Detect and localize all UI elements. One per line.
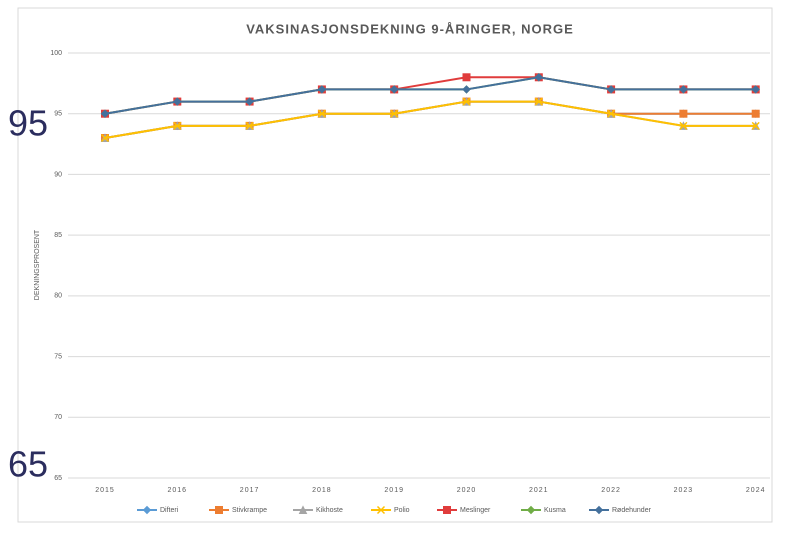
x-tick-label: 2017: [240, 487, 260, 494]
marker: [679, 109, 688, 118]
x-tick-label: 2022: [601, 487, 621, 494]
legend-label: Kikhoste: [316, 507, 343, 514]
legend-marker: [142, 505, 152, 515]
legend-item: Meslinger: [437, 506, 491, 514]
y-axis-label: DEKNINGSPROSENT: [34, 229, 41, 300]
marker: [245, 97, 254, 106]
y-tick-label: 100: [50, 50, 62, 57]
legend-marker: [526, 505, 536, 515]
marker: [462, 73, 471, 82]
marker: [317, 85, 327, 94]
marker: [173, 97, 182, 106]
legend-marker: [443, 506, 451, 514]
marker: [679, 121, 688, 130]
marker: [679, 85, 688, 94]
legend-label: Rødehunder: [612, 507, 652, 514]
marker: [534, 97, 543, 106]
x-tick-label: 2023: [674, 487, 694, 494]
legend-label: Stivkrampe: [232, 507, 267, 514]
y-tick-label: 90: [54, 171, 62, 178]
marker: [317, 109, 326, 118]
legend-item: Kikhoste: [293, 505, 343, 514]
series: [100, 73, 760, 118]
chart-title: VAKSINASJONSDEKNING 9-ÅRINGER, NORGE: [246, 21, 574, 36]
x-tick-label: 2019: [384, 487, 404, 494]
x-tick-label: 2021: [529, 487, 549, 494]
marker: [389, 85, 399, 94]
series: [100, 97, 760, 143]
legend-item: Kusma: [521, 505, 566, 515]
overlay-label: 95: [8, 103, 48, 144]
marker: [751, 85, 760, 94]
legend-label: Meslinger: [460, 507, 491, 514]
marker: [462, 85, 471, 94]
marker: [245, 121, 254, 130]
marker: [462, 97, 471, 106]
legend-marker: [594, 505, 604, 515]
marker: [100, 133, 110, 143]
y-tick-label: 65: [54, 475, 62, 482]
marker: [606, 85, 616, 94]
legend-label: Kusma: [544, 507, 566, 514]
marker: [173, 121, 182, 130]
marker: [751, 109, 760, 118]
legend-label: Polio: [394, 507, 410, 514]
legend-marker: [298, 505, 308, 514]
marker: [100, 109, 110, 118]
legend-marker: [215, 506, 223, 514]
x-tick-label: 2016: [168, 487, 188, 494]
legend-label: Difteri: [160, 507, 179, 514]
legend-item: Stivkrampe: [209, 506, 267, 514]
y-tick-label: 85: [54, 232, 62, 239]
marker: [607, 109, 616, 118]
chart-frame: [17, 7, 773, 523]
x-tick-label: 2020: [457, 487, 477, 494]
x-tick-label: 2018: [312, 487, 332, 494]
x-tick-label: 2024: [746, 487, 766, 494]
marker: [751, 121, 760, 130]
legend-item: Polio: [371, 505, 410, 515]
legend-item: Rødehunder: [589, 505, 652, 515]
y-tick-label: 80: [54, 293, 62, 300]
legend-marker: [376, 505, 386, 515]
y-tick-label: 70: [54, 414, 62, 421]
marker: [390, 109, 399, 118]
x-tick-label: 2015: [95, 487, 115, 494]
series-line: [104, 76, 756, 115]
series-line: [104, 100, 756, 139]
y-tick-label: 75: [54, 353, 62, 360]
overlay-label: 65: [8, 444, 48, 485]
y-tick-label: 95: [54, 111, 62, 118]
legend-item: Difteri: [137, 505, 179, 515]
marker: [534, 73, 544, 82]
